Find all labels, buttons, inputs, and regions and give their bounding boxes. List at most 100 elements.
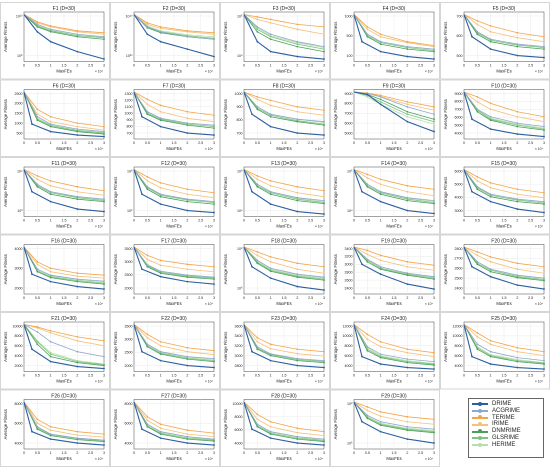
- legend-item: HERIME: [472, 442, 540, 449]
- x-tick-label: 0.5: [255, 296, 260, 300]
- series-marker: [366, 25, 369, 28]
- y-tick-label: 2000: [15, 364, 23, 368]
- series-marker: [103, 444, 105, 446]
- y-tick-label: 10000: [13, 324, 23, 328]
- series-marker: [256, 345, 259, 348]
- series-marker: [269, 359, 272, 362]
- x-tick-label: 3: [433, 296, 435, 300]
- series-marker: [159, 125, 162, 128]
- series-marker: [406, 113, 409, 116]
- series-marker: [103, 280, 105, 283]
- series-marker: [76, 365, 79, 368]
- y-tick-label: 4000: [455, 196, 463, 200]
- series-marker: [103, 194, 105, 197]
- x-multiplier: × 10⁴: [425, 380, 434, 384]
- series-marker: [323, 430, 325, 433]
- series-marker: [159, 264, 162, 267]
- y-tick-label: 800: [237, 118, 243, 122]
- series-marker: [516, 350, 519, 353]
- series-marker: [146, 343, 149, 346]
- panel-title: F24 (D=30): [381, 316, 407, 322]
- x-tick-label: 1: [380, 219, 382, 223]
- x-tick-label: 0.5: [255, 451, 260, 455]
- series-marker: [406, 198, 409, 201]
- x-multiplier: × 10⁴: [205, 302, 214, 306]
- x-tick-label: 0: [353, 219, 355, 223]
- x-tick-label: 2: [76, 141, 78, 145]
- panel-title: F15 (D=30): [491, 161, 517, 167]
- series-marker: [49, 425, 52, 428]
- series-marker: [543, 272, 545, 275]
- series-marker: [36, 343, 39, 346]
- series-marker: [516, 54, 519, 57]
- series-marker: [256, 40, 259, 43]
- series-marker: [406, 272, 409, 275]
- y-tick-label: 800: [127, 125, 133, 129]
- x-tick-label: 1.5: [62, 374, 67, 378]
- x-tick-label: 3: [543, 141, 545, 145]
- x-tick-label: 1.5: [502, 141, 507, 145]
- series-marker: [489, 255, 492, 258]
- series-marker: [103, 200, 105, 203]
- series-marker: [256, 413, 259, 416]
- series-marker: [433, 202, 435, 205]
- x-multiplier: × 10⁴: [425, 70, 434, 74]
- y-tick-label: 2800: [455, 247, 463, 251]
- y-tick-label: 12000: [343, 324, 353, 328]
- y-tick-label: 8000: [455, 344, 463, 348]
- series-marker: [489, 181, 492, 184]
- series-marker: [433, 278, 435, 281]
- series-marker: [76, 185, 79, 188]
- x-tick-label: 2: [186, 374, 188, 378]
- y-axis-label: Average Fitness: [223, 99, 228, 129]
- x-axis-label: MaxFEs: [496, 301, 511, 306]
- series-marker: [489, 186, 492, 189]
- x-tick-label: 1: [160, 451, 162, 455]
- series-marker: [296, 45, 299, 48]
- series-marker: [49, 429, 52, 432]
- series-marker: [433, 44, 435, 47]
- series-marker: [379, 183, 382, 186]
- panel-title: F10 (D=30): [491, 84, 517, 90]
- x-tick-label: 3: [543, 296, 545, 300]
- series-marker: [213, 31, 215, 34]
- x-axis-label: MaxFEs: [166, 69, 181, 74]
- series-marker: [516, 36, 519, 39]
- series-marker: [543, 120, 545, 123]
- series-marker: [366, 258, 369, 261]
- series-marker: [269, 260, 272, 263]
- x-multiplier: × 10⁴: [315, 457, 324, 461]
- y-axis-label: Average Fitness: [223, 254, 228, 284]
- y-tick-label: 4000: [15, 441, 23, 445]
- y-tick-label: 1000: [235, 92, 243, 96]
- series-marker: [406, 265, 409, 268]
- series-marker: [251, 350, 253, 353]
- x-tick-label: 0: [23, 141, 25, 145]
- y-tick-label: 700: [237, 131, 243, 135]
- series-marker: [213, 33, 215, 36]
- series-marker: [49, 193, 52, 196]
- series-marker: [489, 268, 492, 271]
- series-marker: [476, 188, 479, 191]
- series-marker: [186, 268, 189, 271]
- legend-marker: [478, 442, 482, 447]
- y-axis-label: Average Fitness: [3, 332, 8, 362]
- x-tick-label: 0: [463, 296, 465, 300]
- series-marker: [213, 357, 215, 360]
- series-marker: [159, 203, 162, 206]
- series-marker: [433, 264, 435, 267]
- series-marker: [433, 105, 435, 108]
- series-marker: [379, 273, 382, 276]
- x-multiplier: × 10⁴: [425, 225, 434, 229]
- series-marker: [406, 361, 409, 364]
- x-tick-label: 1: [270, 374, 272, 378]
- series-marker: [103, 35, 105, 38]
- x-tick-label: 1: [270, 219, 272, 223]
- x-tick-label: 0.5: [255, 64, 260, 68]
- series-marker: [366, 249, 369, 252]
- series-marker: [296, 199, 299, 202]
- panel-24: F24 (D=30) 0 0.5 1 1.5 2 2.5 3 12000 10000 8000 600…: [330, 312, 440, 390]
- series-marker: [406, 45, 409, 48]
- legend-swatch: [472, 408, 488, 413]
- series-marker: [296, 359, 299, 362]
